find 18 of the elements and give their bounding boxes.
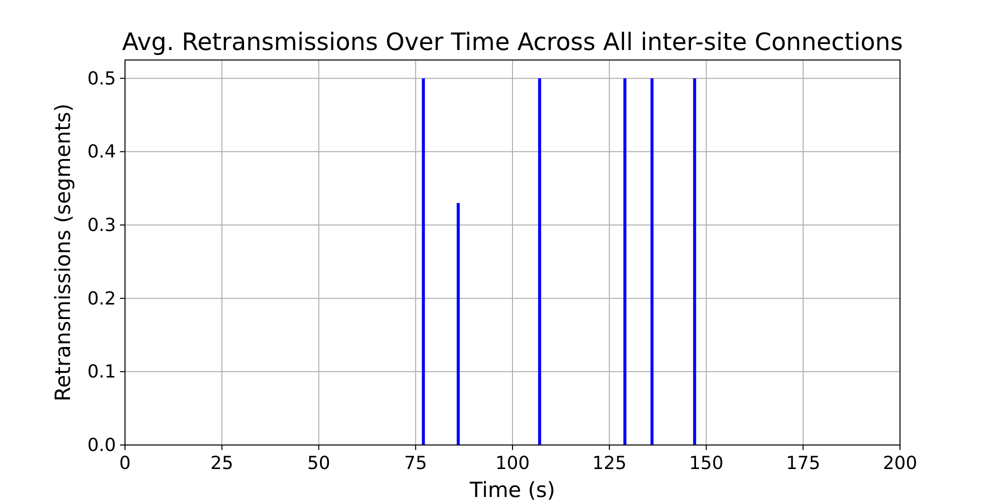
x-tick-label: 50	[307, 453, 330, 474]
x-tick-label: 150	[689, 453, 724, 474]
x-axis-title: Time (s)	[468, 478, 556, 500]
y-tick-label: 0.3	[87, 215, 116, 236]
x-tick-label: 125	[592, 453, 627, 474]
x-tick-label: 75	[404, 453, 428, 474]
x-tick-label: 0	[119, 453, 131, 474]
y-tick-label: 0.1	[87, 362, 116, 383]
chart-title: Avg. Retransmissions Over Time Across All inter-site Connections	[122, 28, 903, 56]
x-tick-label: 100	[495, 453, 530, 474]
y-axis-title: Retransmissions (segments)	[51, 104, 75, 402]
x-tick-label: 25	[210, 453, 234, 474]
y-tick-label: 0.0	[87, 435, 116, 456]
y-tick-label: 0.5	[87, 68, 116, 90]
x-tick-label: 175	[786, 453, 820, 474]
y-tick-label: 0.2	[87, 288, 116, 310]
y-tick-label: 0.4	[87, 142, 116, 163]
x-tick-label: 200	[882, 453, 918, 474]
